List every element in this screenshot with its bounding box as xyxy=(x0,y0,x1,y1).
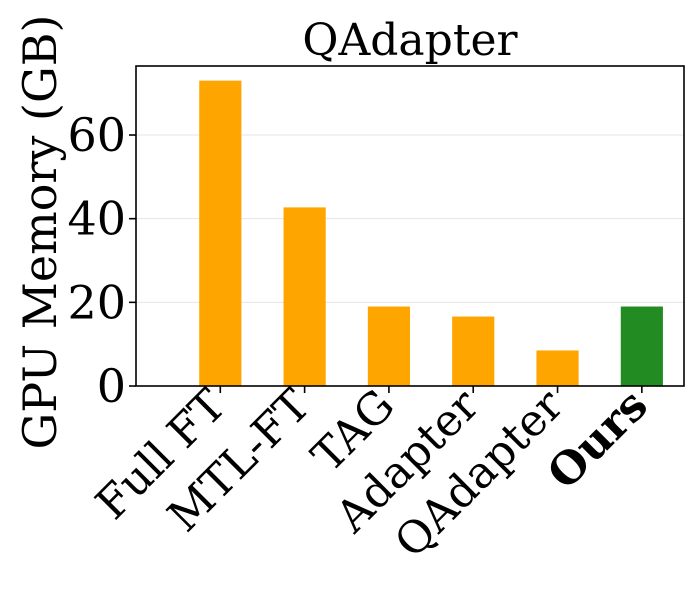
y-ticks: 0 20 40 60 xyxy=(67,108,136,413)
y-tick-label-0: 0 xyxy=(97,359,126,413)
chart-title: QAdapter xyxy=(302,15,518,66)
y-axis-label: GPU Memory (GB) xyxy=(13,15,67,450)
bar-1 xyxy=(283,207,326,386)
bar-3 xyxy=(452,316,495,386)
bar-5 xyxy=(620,306,663,386)
x-tick-label-5: Ours xyxy=(538,380,658,500)
bar-4 xyxy=(536,350,579,386)
bars xyxy=(199,80,663,386)
bar-2 xyxy=(367,306,410,386)
plot-frame xyxy=(135,65,685,387)
y-tick-label-2: 40 xyxy=(67,192,126,246)
bar-0 xyxy=(199,80,242,386)
y-tick-label-3: 60 xyxy=(67,108,126,162)
y-tick-label-1: 20 xyxy=(67,275,126,329)
